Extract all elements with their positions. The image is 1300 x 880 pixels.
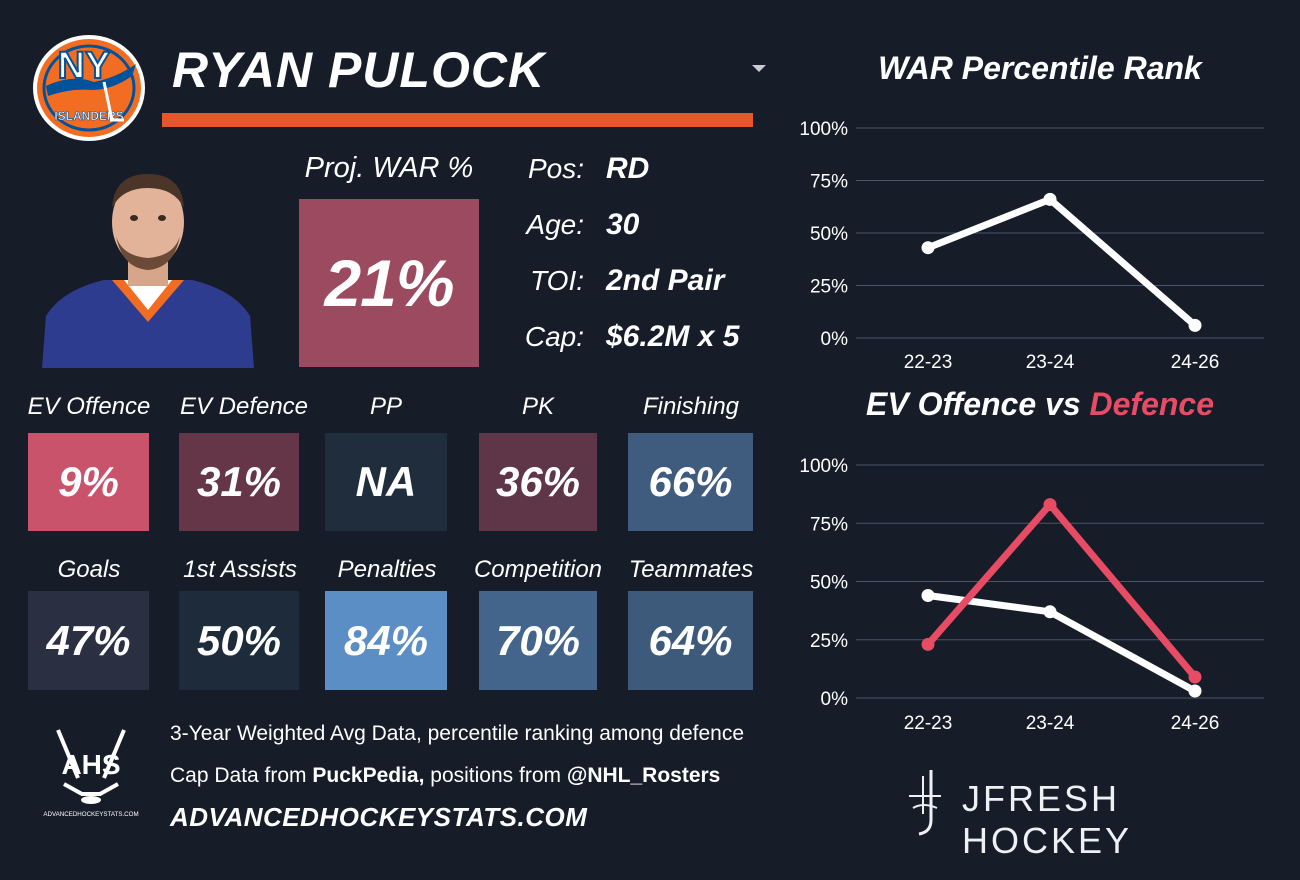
metric-label-ev-defence: EV Defence xyxy=(179,393,309,420)
metric-label-competition: Competition xyxy=(473,556,603,583)
metric-label-ev-offence: EV Offence xyxy=(27,393,151,420)
info-key-cap: Cap: xyxy=(524,321,584,352)
logo-ny-text: NY xyxy=(58,45,111,87)
logo-islanders-text: ISLANDERS xyxy=(54,109,123,123)
metric-box-ev-defence: 31% xyxy=(179,433,299,531)
data-point xyxy=(1043,605,1057,619)
x-tick-label: 24-26 xyxy=(1171,352,1220,373)
chevron-down-icon[interactable] xyxy=(750,62,768,74)
info-key-age: Age: xyxy=(526,209,584,240)
jfresh-logo xyxy=(909,770,941,836)
metric-label-pp: PP xyxy=(369,393,402,420)
ahs-logo-sub-text: ADVANCEDHOCKEYSTATS.COM xyxy=(43,811,138,818)
info-key-position: Pos: xyxy=(527,153,584,184)
x-tick-label: 23-24 xyxy=(1026,713,1075,734)
y-tick-label: 75% xyxy=(810,172,848,193)
metric-box-ev-offence: 9% xyxy=(28,433,149,531)
footer-nhl-rosters-link[interactable]: @NHL_Rosters xyxy=(566,764,721,787)
data-point xyxy=(1188,318,1202,332)
y-tick-label: 50% xyxy=(810,573,848,594)
y-tick-label: 25% xyxy=(810,631,848,652)
data-point xyxy=(1043,498,1057,512)
player-photo xyxy=(42,174,254,368)
data-point xyxy=(921,241,935,255)
ahs-logo: AHS ADVANCEDHOCKEYSTATS.COM xyxy=(43,729,139,818)
ev-offence-defence-chart: 0% 25% 50% 75% 100% 22-23 23-24 24-26 xyxy=(799,456,1264,734)
chart-title-ev: EV Offence vs Defence xyxy=(820,386,1260,423)
footer-line2-prefix: Cap Data from xyxy=(170,764,313,787)
series-line xyxy=(924,591,1199,695)
metric-box-teammates: 64% xyxy=(628,591,753,690)
player-name: RYAN PULOCK xyxy=(172,42,546,98)
y-tick-label: 25% xyxy=(810,277,848,298)
info-value-toi: 2nd Pair xyxy=(606,264,725,297)
chart-title-ev-part1: EV Offence vs xyxy=(865,386,1090,422)
metric-label-penalties: Penalties xyxy=(337,556,437,583)
metric-label-pk: PK xyxy=(521,393,554,420)
war-percentile-chart: 0% 25% 50% 75% 100% 22-23 23-24 24-26 xyxy=(799,119,1264,373)
series-line xyxy=(924,501,1199,681)
y-tick-label: 100% xyxy=(799,119,848,140)
y-tick-label: 75% xyxy=(810,514,848,535)
islanders-logo: NY ISLANDERS xyxy=(33,35,145,141)
metric-box-penalties: 84% xyxy=(325,591,447,690)
data-point xyxy=(1188,670,1202,684)
chart-title-ev-part2: Defence xyxy=(1089,386,1215,422)
metric-box-pk: 36% xyxy=(479,433,597,531)
data-point xyxy=(921,588,935,602)
info-value-position: RD xyxy=(606,152,650,185)
footer-note-line2: Cap Data from PuckPedia, positions from … xyxy=(170,762,720,790)
info-key-toi: TOI: xyxy=(530,265,584,296)
y-tick-label: 0% xyxy=(821,329,849,350)
info-value-cap: $6.2M x 5 xyxy=(606,320,740,353)
footer-note-line1: 3-Year Weighted Avg Data, percentile ran… xyxy=(170,722,744,745)
jfresh-hockey-text: JFRESH HOCKEY xyxy=(962,778,1133,861)
metric-box-competition: 70% xyxy=(479,591,597,690)
metric-box-1st-assists: 50% xyxy=(179,591,299,690)
x-tick-label: 22-23 xyxy=(904,352,953,373)
name-underline-bar xyxy=(162,113,753,127)
data-point xyxy=(921,637,935,651)
y-tick-label: 50% xyxy=(810,224,848,245)
metric-box-finishing: 66% xyxy=(628,433,753,531)
series-line xyxy=(924,195,1199,329)
proj-war-value: 21% xyxy=(299,199,479,367)
footer-website-url[interactable]: ADVANCEDHOCKEYSTATS.COM xyxy=(170,802,588,832)
ahs-logo-text: AHS xyxy=(61,749,120,780)
y-tick-label: 100% xyxy=(799,456,848,477)
metric-label-1st-assists: 1st Assists xyxy=(183,556,297,583)
x-tick-label: 24-26 xyxy=(1171,713,1220,734)
y-tick-label: 0% xyxy=(821,689,849,710)
metric-label-teammates: Teammates xyxy=(628,556,754,583)
data-point xyxy=(1043,192,1057,206)
metric-label-finishing: Finishing xyxy=(642,393,740,420)
footer-line2-mid: positions from xyxy=(424,764,567,787)
metric-box-goals: 47% xyxy=(28,591,149,690)
info-value-age: 30 xyxy=(606,208,640,241)
x-tick-label: 22-23 xyxy=(904,713,953,734)
metric-box-pp: NA xyxy=(325,433,447,531)
chart-title-war: WAR Percentile Rank xyxy=(878,50,1202,86)
data-point xyxy=(1188,684,1202,698)
footer-puckpedia-link[interactable]: PuckPedia, xyxy=(312,764,425,787)
x-tick-label: 23-24 xyxy=(1026,352,1075,373)
metric-label-goals: Goals xyxy=(57,556,121,583)
proj-war-label: Proj. WAR % xyxy=(304,152,474,184)
